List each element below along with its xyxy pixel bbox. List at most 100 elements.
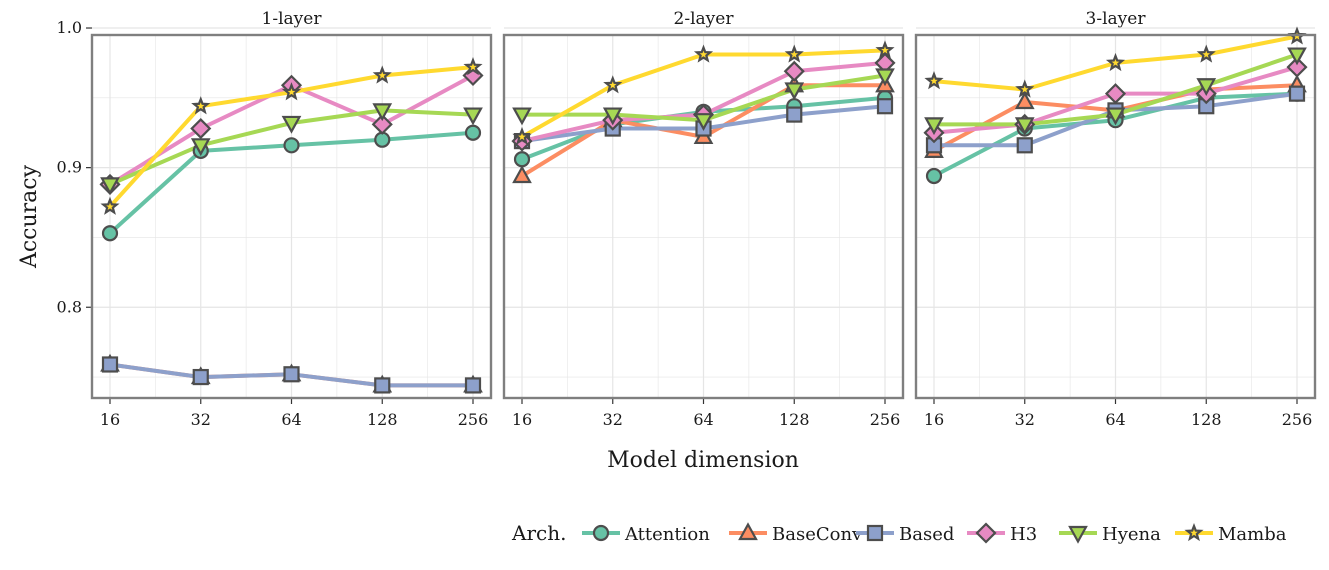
y-axis-title: Accuracy (17, 164, 42, 269)
data-point-H3 (1104, 83, 1127, 105)
data-point-Attention (283, 137, 300, 154)
data-point-Mamba (1196, 44, 1216, 63)
data-point-Mamba (191, 96, 211, 115)
data-point-Attention (925, 167, 943, 185)
data-point-Hyena (1014, 117, 1035, 136)
legend-label: Attention (624, 524, 710, 545)
data-point-Hyena (693, 113, 714, 131)
data-point-Mamba (1015, 79, 1035, 98)
data-point-Based (192, 368, 209, 386)
data-point-H3 (371, 113, 393, 135)
data-point-Mamba (875, 40, 895, 59)
data-point-H3 (1286, 56, 1308, 78)
data-point-BaseConv (512, 165, 532, 184)
panel-title: 2-layer (674, 9, 735, 29)
data-point-Hyena (602, 107, 623, 126)
y-tick-label: 0.8 (57, 297, 82, 316)
panel-border (914, 33, 1317, 400)
data-point-Based (1016, 137, 1033, 154)
x-tick-label: 64 (281, 410, 301, 429)
x-tick-label: 128 (367, 410, 398, 429)
x-tick-label: 32 (603, 410, 623, 429)
x-tick-label: 64 (1105, 410, 1125, 429)
data-point-Hyena (784, 82, 805, 101)
legend-item-H3: H3 (967, 522, 1037, 545)
data-point-Mamba (784, 44, 804, 63)
data-point-Mamba (281, 82, 302, 101)
x-tick-label: 32 (191, 410, 211, 429)
data-point-Attention (101, 225, 119, 242)
data-point-Based (1288, 85, 1306, 102)
legend-item-BaseConv: BaseConv (729, 522, 863, 545)
x-tick-label: 16 (100, 410, 120, 429)
data-point-Based (283, 366, 300, 383)
data-point-Mamba (100, 196, 120, 215)
data-point-Attention (464, 124, 482, 141)
panel-title: 3-layer (1086, 9, 1147, 29)
legend: Arch. Attention BaseConv Based H3 Hyena Mamba (511, 521, 1287, 545)
legend-star-icon (1184, 522, 1204, 542)
data-point-Hyena (1287, 47, 1307, 66)
legend-item-Based: Based (856, 524, 954, 545)
panel-title: 1-layer (262, 9, 323, 29)
x-tick-label: 256 (1282, 410, 1313, 429)
data-point-Hyena (463, 107, 483, 126)
legend-label: BaseConv (772, 524, 863, 545)
data-point-Mamba (1105, 52, 1126, 72)
x-tick-label: 256 (458, 410, 489, 429)
legend-triangle-up-icon (738, 522, 758, 541)
y-tick-label: 0.9 (57, 158, 82, 177)
data-point-Based (876, 98, 894, 115)
x-tick-label: 16 (512, 410, 532, 429)
data-point-Hyena (372, 103, 393, 122)
data-point-Hyena (924, 117, 944, 136)
data-point-Based (101, 356, 119, 373)
x-tick-label: 128 (779, 410, 810, 429)
legend-square-icon (866, 524, 884, 542)
panel-2-layer: 2-layer 16 32 64 128 256 (502, 9, 905, 429)
data-point-Based (786, 106, 803, 123)
x-tick-label: 256 (870, 410, 901, 429)
data-point-Hyena (512, 107, 532, 126)
legend-title: Arch. (511, 521, 566, 545)
data-point-Mamba (603, 75, 623, 94)
legend-label: Hyena (1102, 524, 1161, 545)
legend-diamond-icon (975, 522, 997, 544)
legend-label: Mamba (1218, 524, 1287, 545)
panel-border (502, 33, 905, 400)
legend-item-Attention: Attention (582, 524, 710, 545)
data-point-Attention (513, 151, 531, 168)
data-point-Hyena (875, 68, 895, 87)
legend-label: H3 (1010, 524, 1037, 545)
legend-item-Hyena: Hyena (1059, 524, 1161, 545)
data-point-Hyena (1105, 107, 1126, 126)
data-point-Hyena (100, 177, 120, 196)
legend-circle-icon (592, 524, 610, 542)
data-point-Mamba (924, 71, 944, 90)
data-point-Based (464, 377, 482, 394)
legend-item-Mamba: Mamba (1175, 522, 1287, 545)
data-point-Mamba (693, 44, 714, 63)
data-point-H3 (783, 60, 805, 82)
data-point-Hyena (190, 138, 211, 157)
x-tick-label: 64 (693, 410, 713, 429)
data-point-Hyena (281, 115, 302, 134)
y-tick-label: 1.0 (57, 18, 82, 37)
data-point-BaseConv (1014, 91, 1035, 110)
data-point-Based (374, 377, 391, 394)
x-tick-label: 16 (924, 410, 944, 429)
data-point-Mamba (463, 57, 483, 76)
legend-label: Based (899, 524, 954, 545)
data-point-H3 (190, 117, 212, 140)
data-point-Mamba (512, 126, 532, 146)
data-point-Hyena (1196, 78, 1217, 97)
panel-border (90, 33, 493, 400)
x-tick-label: 128 (1191, 410, 1222, 429)
x-axis-title: Model dimension (607, 448, 799, 473)
x-tick-label: 32 (1015, 410, 1035, 429)
panel-3-layer: 3-layer 16 32 64 128 256 (914, 9, 1317, 429)
legend-triangle-down-icon (1068, 525, 1088, 544)
data-point-Mamba (372, 65, 392, 84)
panel-1-layer: 1-layer 16 32 64 128 256 (90, 9, 493, 429)
